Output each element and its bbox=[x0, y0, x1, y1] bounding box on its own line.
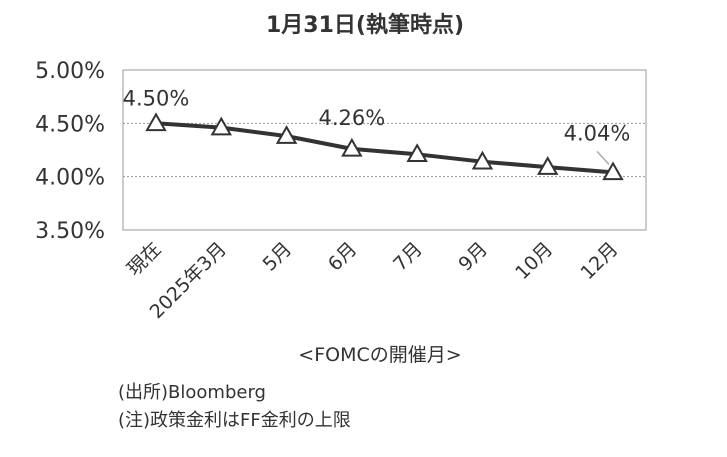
annotation-leaders bbox=[596, 150, 610, 165]
data-point-marker bbox=[210, 116, 233, 136]
data-point-marker bbox=[145, 112, 167, 132]
data-labels: 4.50% 4.26% 4.04% bbox=[123, 86, 631, 145]
data-label: 4.04% bbox=[564, 121, 631, 145]
chart-title: 1月31日(執筆時点) bbox=[266, 12, 464, 38]
data-point-marker bbox=[341, 137, 363, 157]
x-tick-label: 現在 bbox=[123, 238, 165, 280]
y-tick-label: 5.00% bbox=[35, 59, 105, 84]
x-tick-label: 12月 bbox=[576, 238, 622, 284]
data-point-marker bbox=[275, 125, 298, 144]
data-label: 4.26% bbox=[318, 106, 385, 130]
x-tick-label: 6月 bbox=[324, 238, 362, 276]
x-tick-label: 9月 bbox=[454, 238, 492, 276]
plot-frame bbox=[122, 69, 647, 231]
source-note: (出所)Bloomberg bbox=[118, 382, 266, 403]
caveat-note: (注)政策金利はFF金利の上限 bbox=[118, 410, 351, 431]
data-label: 4.50% bbox=[123, 86, 190, 110]
gridlines bbox=[123, 122, 646, 178]
x-axis-label: <FOMCの開催月> bbox=[298, 344, 461, 366]
leader-line bbox=[596, 150, 610, 165]
data-point-marker bbox=[602, 161, 624, 181]
y-tick-label: 3.50% bbox=[35, 219, 105, 244]
y-tick-label: 4.00% bbox=[35, 166, 105, 191]
x-tick-label: 5月 bbox=[259, 238, 297, 276]
chart: 1月31日(執筆時点) 3.50%4.00%4.50%5.00% 4.50%4.… bbox=[35, 12, 647, 366]
x-tick-label: 10月 bbox=[511, 238, 557, 284]
data-point-marker bbox=[536, 156, 559, 175]
data-markers bbox=[145, 112, 624, 181]
x-tick-label: 7月 bbox=[389, 238, 427, 276]
y-tick-label: 4.50% bbox=[35, 112, 105, 137]
data-point-marker bbox=[471, 150, 494, 170]
series-line bbox=[155, 121, 614, 175]
y-tick-labels: 3.50% 4.00% 4.50% 5.00% bbox=[35, 59, 105, 244]
data-point-marker bbox=[406, 143, 428, 163]
